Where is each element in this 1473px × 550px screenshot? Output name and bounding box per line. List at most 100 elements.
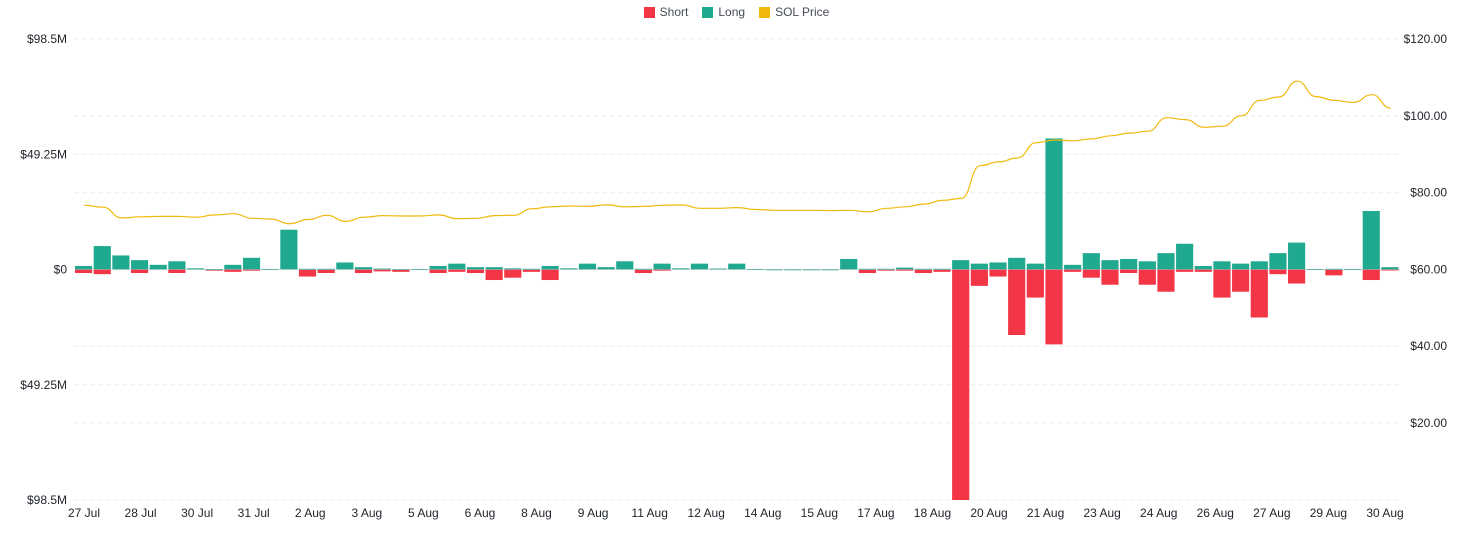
- long-bar[interactable]: [970, 263, 988, 270]
- long-bar[interactable]: [354, 267, 373, 270]
- short-bar[interactable]: [952, 269, 970, 501]
- short-bar[interactable]: [373, 269, 391, 272]
- long-bar[interactable]: [485, 267, 503, 270]
- short-bar[interactable]: [896, 269, 914, 271]
- short-bar[interactable]: [1325, 269, 1343, 276]
- long-bar[interactable]: [989, 262, 1007, 270]
- short-bar[interactable]: [1082, 269, 1100, 278]
- long-bar[interactable]: [1381, 267, 1399, 270]
- long-bar[interactable]: [653, 263, 671, 270]
- long-bar[interactable]: [112, 255, 130, 270]
- short-bar[interactable]: [1232, 269, 1250, 292]
- long-bar[interactable]: [690, 263, 709, 270]
- short-bar[interactable]: [1362, 269, 1380, 281]
- short-bar[interactable]: [448, 269, 466, 272]
- legend-item-price[interactable]: SOL Price: [759, 5, 829, 19]
- short-bar[interactable]: [130, 269, 149, 274]
- short-bar[interactable]: [485, 269, 503, 281]
- long-bar[interactable]: [578, 263, 597, 270]
- short-bar[interactable]: [522, 269, 541, 272]
- short-bar[interactable]: [354, 269, 373, 274]
- short-bar[interactable]: [75, 269, 93, 274]
- short-bar[interactable]: [1045, 269, 1063, 345]
- long-bar[interactable]: [1008, 257, 1026, 270]
- long-bar[interactable]: [1362, 210, 1380, 270]
- long-bar[interactable]: [373, 268, 391, 270]
- short-bar[interactable]: [541, 269, 559, 281]
- long-bar[interactable]: [1194, 265, 1212, 270]
- long-bar[interactable]: [1045, 138, 1063, 270]
- short-bar[interactable]: [1269, 269, 1287, 275]
- long-bar[interactable]: [896, 267, 914, 270]
- short-bar[interactable]: [1120, 269, 1138, 274]
- short-bar[interactable]: [970, 269, 988, 286]
- long-bar[interactable]: [168, 261, 186, 270]
- long-bar[interactable]: [560, 268, 578, 270]
- short-bar[interactable]: [392, 269, 410, 272]
- short-bar[interactable]: [1288, 269, 1306, 284]
- short-bar[interactable]: [1250, 269, 1268, 318]
- long-bar[interactable]: [840, 258, 858, 270]
- long-bar[interactable]: [186, 268, 205, 270]
- long-bar[interactable]: [1269, 253, 1287, 270]
- long-bar[interactable]: [709, 268, 727, 270]
- short-bar[interactable]: [989, 269, 1007, 277]
- long-bar[interactable]: [541, 265, 559, 270]
- long-bar[interactable]: [504, 268, 522, 270]
- short-bar[interactable]: [653, 269, 671, 271]
- short-bar[interactable]: [1138, 269, 1156, 285]
- long-bar[interactable]: [1101, 260, 1119, 270]
- long-bar[interactable]: [280, 229, 298, 270]
- short-bar[interactable]: [1008, 269, 1026, 336]
- long-bar[interactable]: [728, 263, 746, 270]
- long-bar[interactable]: [224, 264, 242, 270]
- long-bar[interactable]: [952, 260, 970, 270]
- short-bar[interactable]: [168, 269, 186, 274]
- long-bar[interactable]: [1176, 243, 1194, 270]
- long-bar[interactable]: [448, 263, 466, 270]
- long-bar[interactable]: [1138, 261, 1156, 270]
- long-bar[interactable]: [616, 261, 634, 270]
- long-bar[interactable]: [149, 264, 167, 270]
- short-bar[interactable]: [1101, 269, 1119, 285]
- legend-item-long[interactable]: Long: [702, 5, 745, 19]
- short-bar[interactable]: [1213, 269, 1231, 298]
- long-bar[interactable]: [130, 260, 149, 270]
- short-bar[interactable]: [1176, 269, 1194, 272]
- long-bar[interactable]: [242, 257, 261, 270]
- short-bar[interactable]: [1194, 269, 1212, 272]
- short-bar[interactable]: [1064, 269, 1082, 272]
- sol-price-line[interactable]: [84, 80, 1391, 225]
- long-bar[interactable]: [1213, 261, 1231, 270]
- short-bar[interactable]: [1381, 269, 1399, 271]
- short-bar[interactable]: [298, 269, 317, 277]
- long-bar[interactable]: [466, 267, 485, 270]
- short-bar[interactable]: [504, 269, 522, 278]
- short-bar[interactable]: [877, 269, 895, 271]
- short-bar[interactable]: [93, 269, 111, 275]
- long-bar[interactable]: [1082, 253, 1100, 270]
- short-bar[interactable]: [914, 269, 932, 274]
- long-bar[interactable]: [1232, 263, 1250, 270]
- long-bar[interactable]: [75, 265, 93, 270]
- short-bar[interactable]: [1157, 269, 1175, 292]
- legend-item-short[interactable]: Short: [643, 5, 688, 19]
- long-bar[interactable]: [1026, 263, 1044, 270]
- long-bar[interactable]: [672, 268, 690, 270]
- short-bar[interactable]: [858, 269, 876, 274]
- short-bar[interactable]: [1026, 269, 1044, 298]
- short-bar[interactable]: [634, 269, 653, 274]
- long-bar[interactable]: [93, 246, 111, 270]
- short-bar[interactable]: [317, 269, 335, 274]
- short-bar[interactable]: [933, 269, 951, 272]
- long-bar[interactable]: [429, 265, 447, 270]
- short-bar[interactable]: [205, 269, 223, 271]
- long-bar[interactable]: [1064, 264, 1082, 270]
- long-bar[interactable]: [336, 262, 354, 270]
- long-bar[interactable]: [1288, 242, 1306, 270]
- long-bar[interactable]: [1250, 261, 1268, 270]
- long-bar[interactable]: [1157, 253, 1175, 270]
- short-bar[interactable]: [429, 269, 447, 274]
- long-bar[interactable]: [1120, 258, 1138, 270]
- short-bar[interactable]: [466, 269, 485, 274]
